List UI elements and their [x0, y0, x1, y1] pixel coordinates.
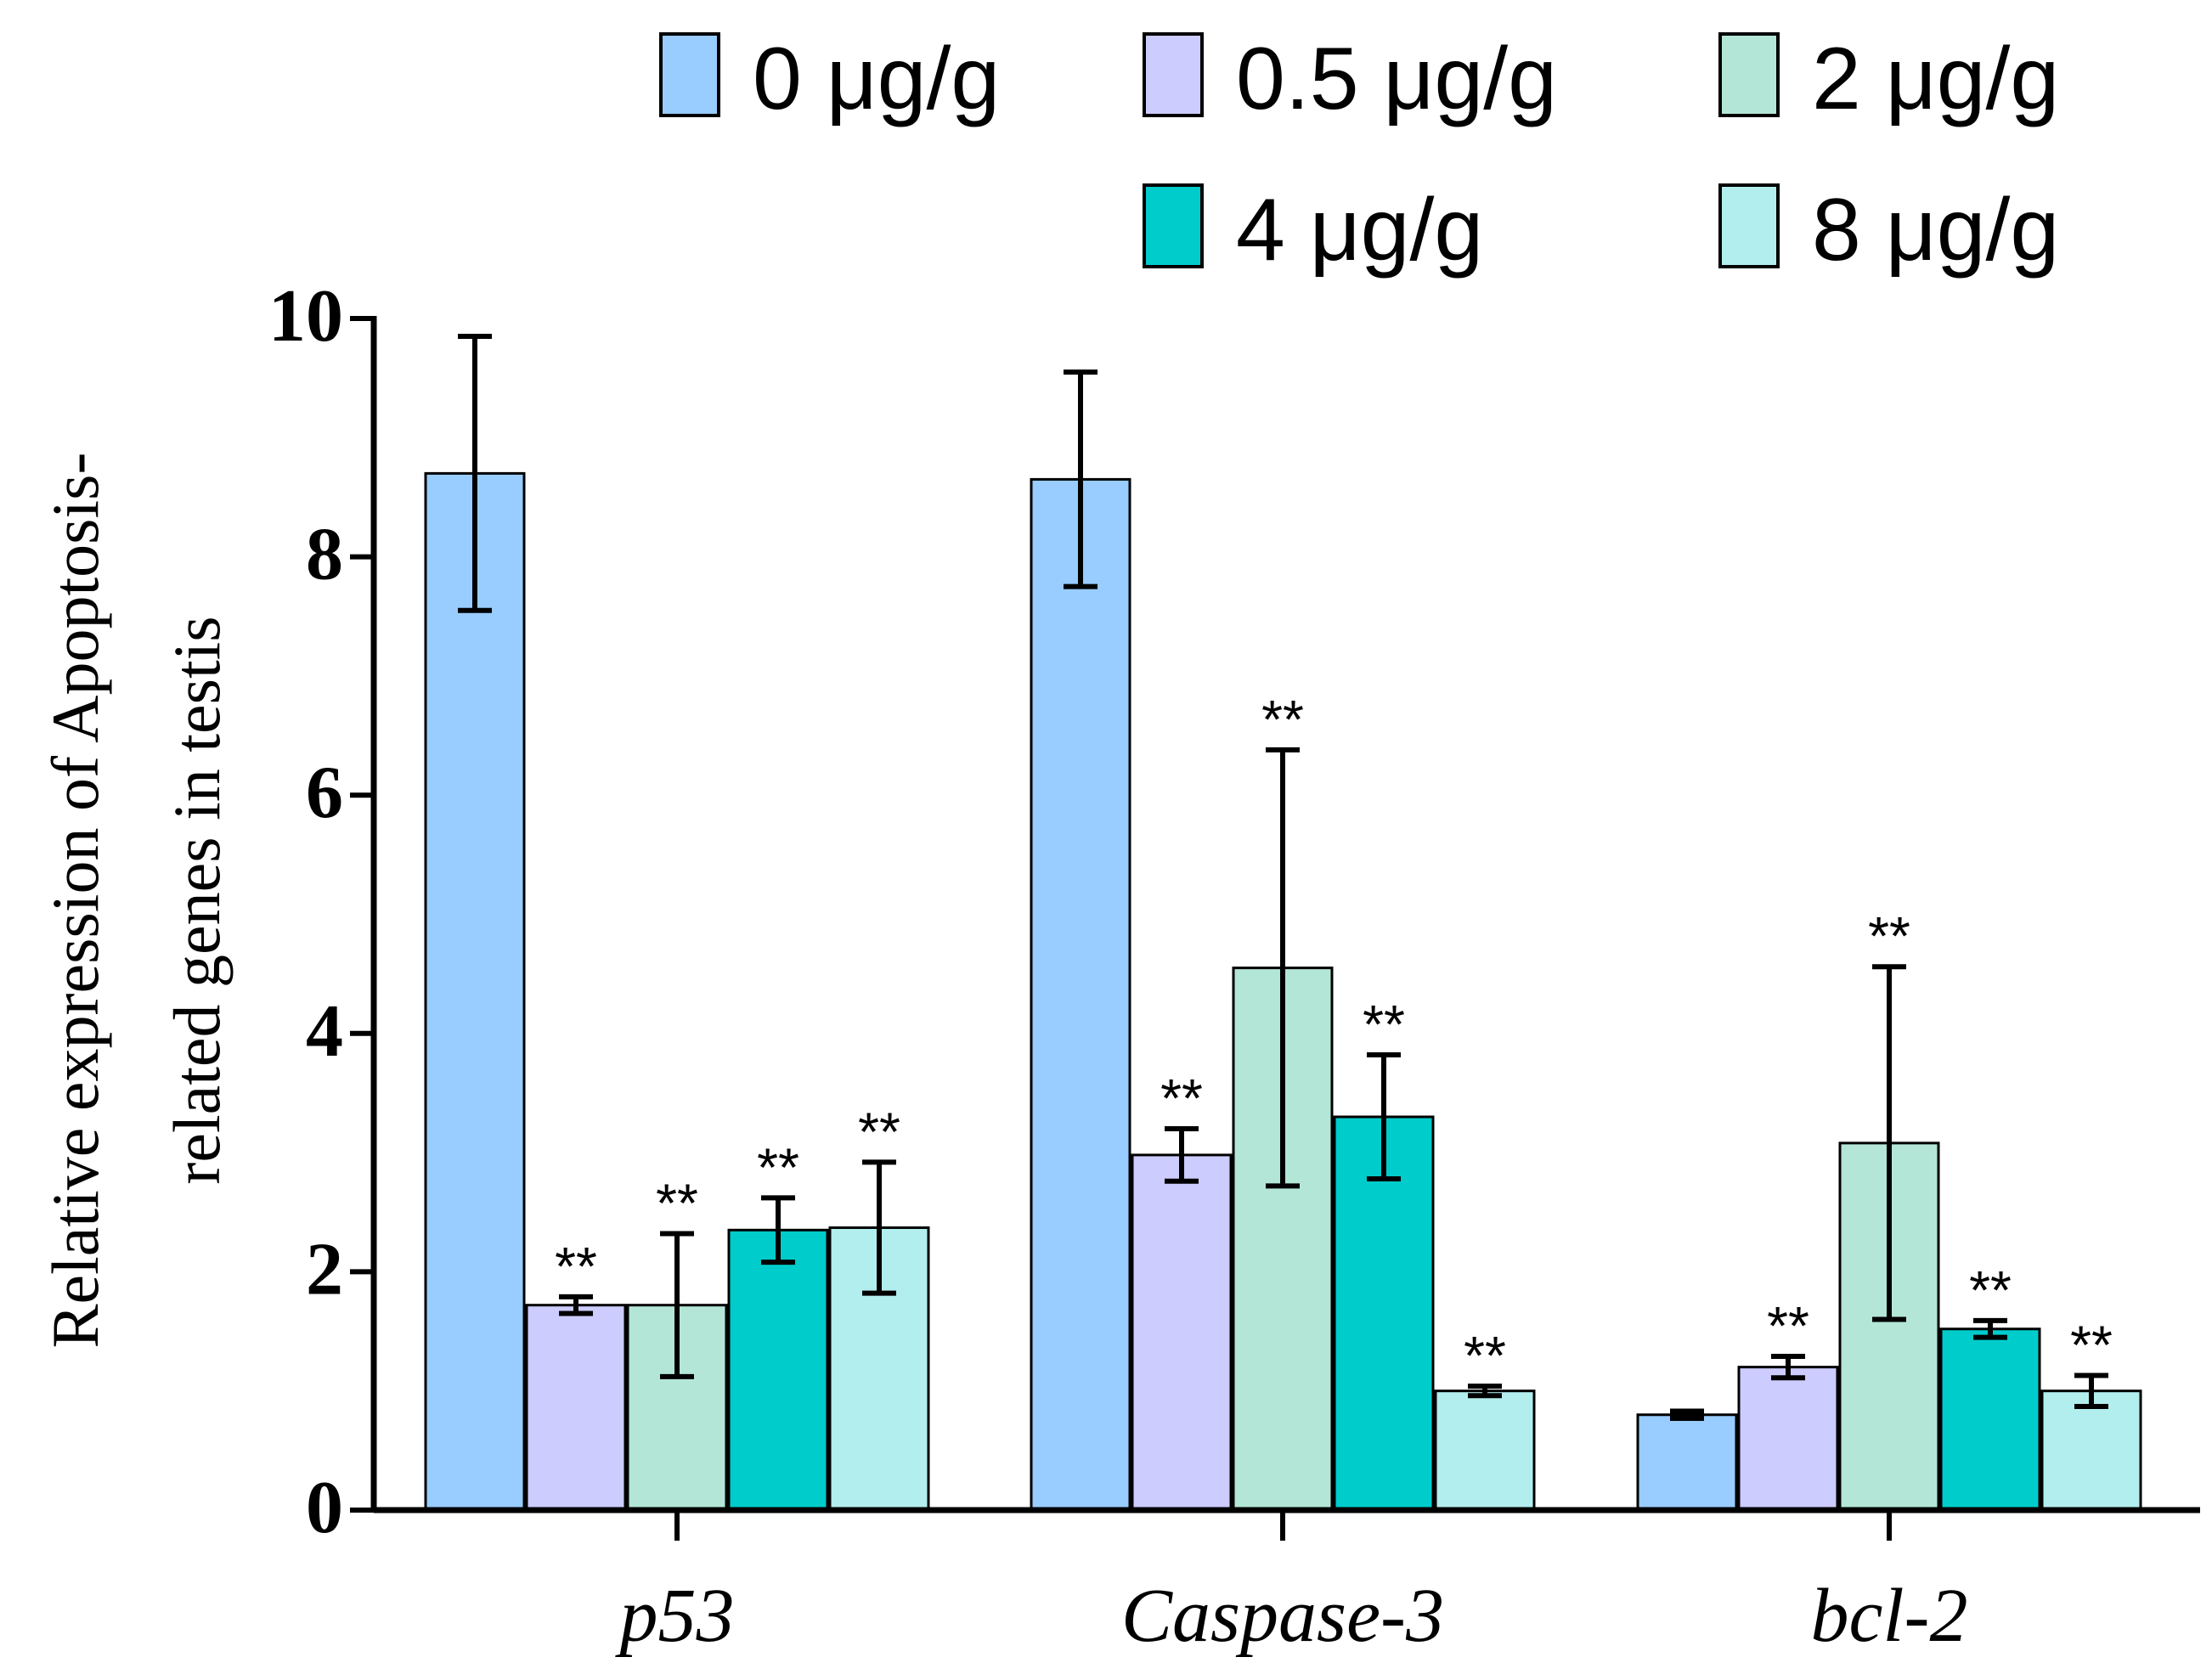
bar-0-1	[525, 1304, 627, 1512]
y-tick-label-1: 2	[306, 1228, 343, 1310]
significance-marker-1-1: **	[1160, 1068, 1203, 1129]
legend-label-0: 0 μg/g	[753, 30, 1000, 128]
significance-marker-0-3: **	[757, 1136, 799, 1198]
bar-1-1	[1131, 1153, 1233, 1512]
y-tick-label-2: 4	[306, 990, 343, 1073]
legend-swatch-4	[1718, 183, 1780, 268]
significance-marker-2-2: **	[1868, 905, 1910, 967]
y-axis-title-line-2: related genes in testis	[160, 616, 234, 1184]
x-tick-label-0: p53	[615, 1574, 735, 1658]
significance-marker-0-2: **	[656, 1173, 698, 1234]
bar-2-3	[1939, 1327, 2041, 1512]
y-tick-label-5: 10	[268, 275, 343, 358]
y-axis-title-line-1: Relative expression of Apoptosis-	[38, 452, 112, 1348]
y-tick-label-3: 6	[306, 752, 343, 834]
legend-swatch-1	[1143, 32, 1204, 117]
bar-2-4	[2040, 1389, 2142, 1512]
legend-swatch-0	[659, 32, 720, 117]
bar-1-4	[1434, 1389, 1536, 1512]
significance-marker-2-3: **	[1969, 1260, 2012, 1321]
x-tick-label-2: bcl-2	[1811, 1574, 1968, 1658]
y-tick-label-4: 8	[306, 514, 343, 596]
y-tick-label-0: 0	[306, 1467, 343, 1549]
significance-marker-1-3: **	[1363, 994, 1405, 1055]
significance-marker-1-4: **	[1464, 1325, 1506, 1386]
legend-label-3: 4 μg/g	[1236, 181, 1483, 279]
bar-1-0	[1030, 477, 1131, 1512]
bar-0-0	[424, 471, 526, 1512]
bar-2-0	[1636, 1413, 1738, 1512]
legend-label-1: 0.5 μg/g	[1236, 30, 1557, 128]
bar-2-1	[1737, 1366, 1839, 1512]
bar-0-3	[727, 1228, 829, 1512]
legend-swatch-2	[1718, 32, 1780, 117]
significance-marker-1-2: **	[1261, 689, 1304, 750]
significance-marker-2-1: **	[1767, 1295, 1809, 1356]
significance-marker-0-1: **	[555, 1236, 597, 1297]
x-tick-label-1: Caspase-3	[1121, 1574, 1444, 1658]
legend-swatch-3	[1143, 183, 1204, 268]
legend-label-2: 2 μg/g	[1812, 30, 2059, 128]
significance-marker-0-4: **	[858, 1101, 900, 1162]
significance-marker-2-4: **	[2070, 1314, 2113, 1375]
legend-label-4: 8 μg/g	[1812, 181, 2059, 279]
